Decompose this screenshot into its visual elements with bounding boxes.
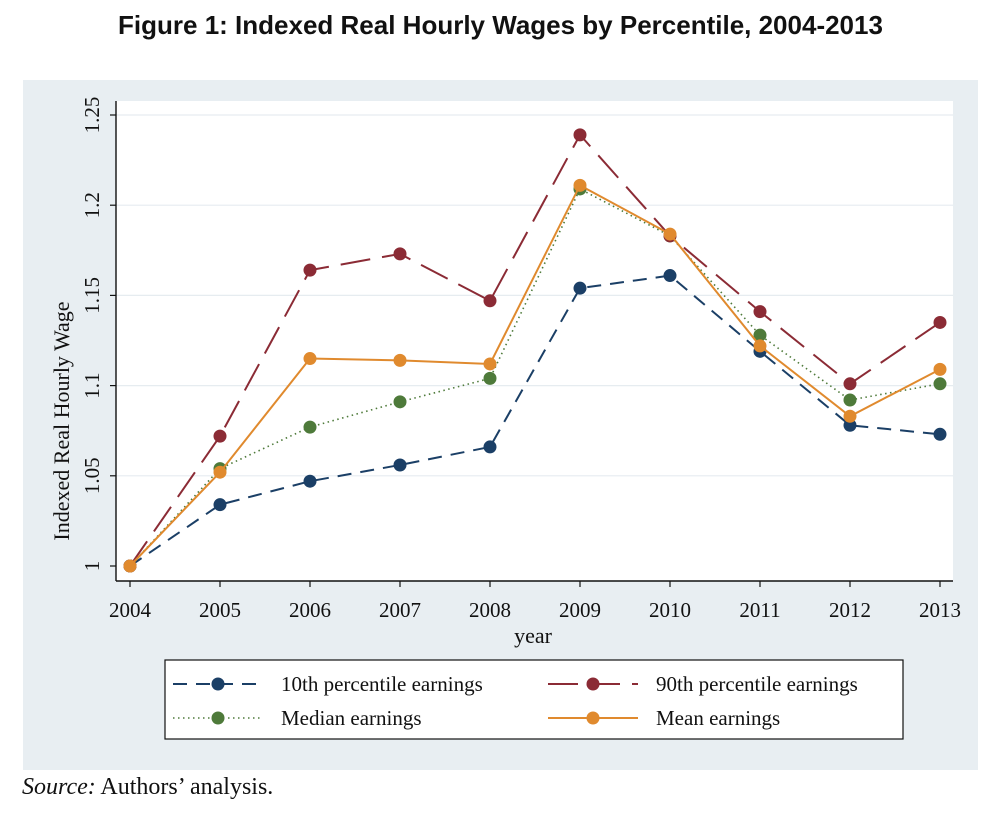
plot-area (116, 101, 953, 581)
data-point (753, 305, 767, 319)
x-axis-label: year (514, 623, 553, 648)
series-line (129, 274, 941, 567)
legend-label: 90th percentile earnings (656, 672, 858, 696)
axes: 1 1.05 1.1 1.15 1.2 1.25 2004 2005 2006 2007 2008 2… (80, 97, 961, 622)
data-point (483, 371, 497, 385)
data-point (933, 377, 947, 391)
data-point (573, 128, 587, 142)
data-point (123, 559, 137, 573)
data-point (663, 269, 677, 283)
source-text: Authors’ analysis. (95, 774, 274, 800)
legend-marker (211, 711, 225, 725)
legend-box (164, 659, 904, 740)
data-point (393, 458, 407, 472)
data-point (843, 418, 857, 432)
data-point (393, 395, 407, 409)
y-tick-label: 1.1 (80, 372, 104, 398)
source-label: Source: (22, 774, 96, 800)
data-point (303, 420, 317, 434)
x-tick-label: 2010 (649, 598, 691, 622)
data-point (753, 328, 767, 342)
y-tick-label: 1.05 (80, 457, 104, 494)
data-point (213, 465, 227, 479)
series-line (129, 183, 941, 567)
x-tick-label: 2005 (199, 598, 241, 622)
series-lines (123, 128, 947, 573)
y-tick-label: 1.15 (80, 277, 104, 314)
data-point (843, 393, 857, 407)
x-tick-label: 2006 (289, 598, 331, 622)
legend: 10th percentile earnings 90th percentile … (173, 672, 858, 730)
legend-label: Median earnings (281, 706, 422, 730)
data-point (213, 429, 227, 443)
chart-panel: 1 1.05 1.1 1.15 1.2 1.25 2004 2005 2006 2007 2008 2… (23, 80, 978, 770)
legend-label: Mean earnings (656, 706, 780, 730)
x-tick-label: 2007 (379, 598, 421, 622)
y-tick-label: 1 (80, 561, 104, 572)
y-tick-label: 1.25 (80, 97, 104, 134)
y-tick-label: 1.2 (80, 192, 104, 218)
data-point (573, 281, 587, 295)
data-point (483, 440, 497, 454)
data-point (573, 178, 587, 192)
x-tick-label: 2009 (559, 598, 601, 622)
source-note: Source: Authors’ analysis. (22, 774, 273, 801)
x-tick-label: 2013 (919, 598, 961, 622)
data-point (933, 427, 947, 441)
data-point (303, 352, 317, 366)
legend-marker (586, 677, 600, 691)
legend-label: 10th percentile earnings (281, 672, 483, 696)
legend-marker (211, 677, 225, 691)
x-tick-label: 2011 (739, 598, 780, 622)
legend-marker (586, 711, 600, 725)
data-point (933, 362, 947, 376)
data-point (843, 409, 857, 423)
data-point (393, 353, 407, 367)
data-point (303, 263, 317, 277)
data-point (303, 474, 317, 488)
data-point (933, 315, 947, 329)
data-point (753, 339, 767, 353)
data-point (843, 377, 857, 391)
x-tick-label: 2012 (829, 598, 871, 622)
data-point (213, 498, 227, 512)
line-chart: 1 1.05 1.1 1.15 1.2 1.25 2004 2005 2006 2007 2008 2… (49, 97, 961, 740)
y-axis-label: Indexed Real Hourly Wage (49, 301, 74, 540)
x-tick-label: 2008 (469, 598, 511, 622)
data-point (393, 247, 407, 261)
figure-title: Figure 1: Indexed Real Hourly Wages by P… (118, 10, 883, 40)
data-point (663, 227, 677, 241)
data-point (483, 294, 497, 308)
grid-lines (116, 114, 953, 477)
series-line (129, 133, 941, 567)
data-point (483, 357, 497, 371)
x-tick-label: 2004 (109, 598, 152, 622)
